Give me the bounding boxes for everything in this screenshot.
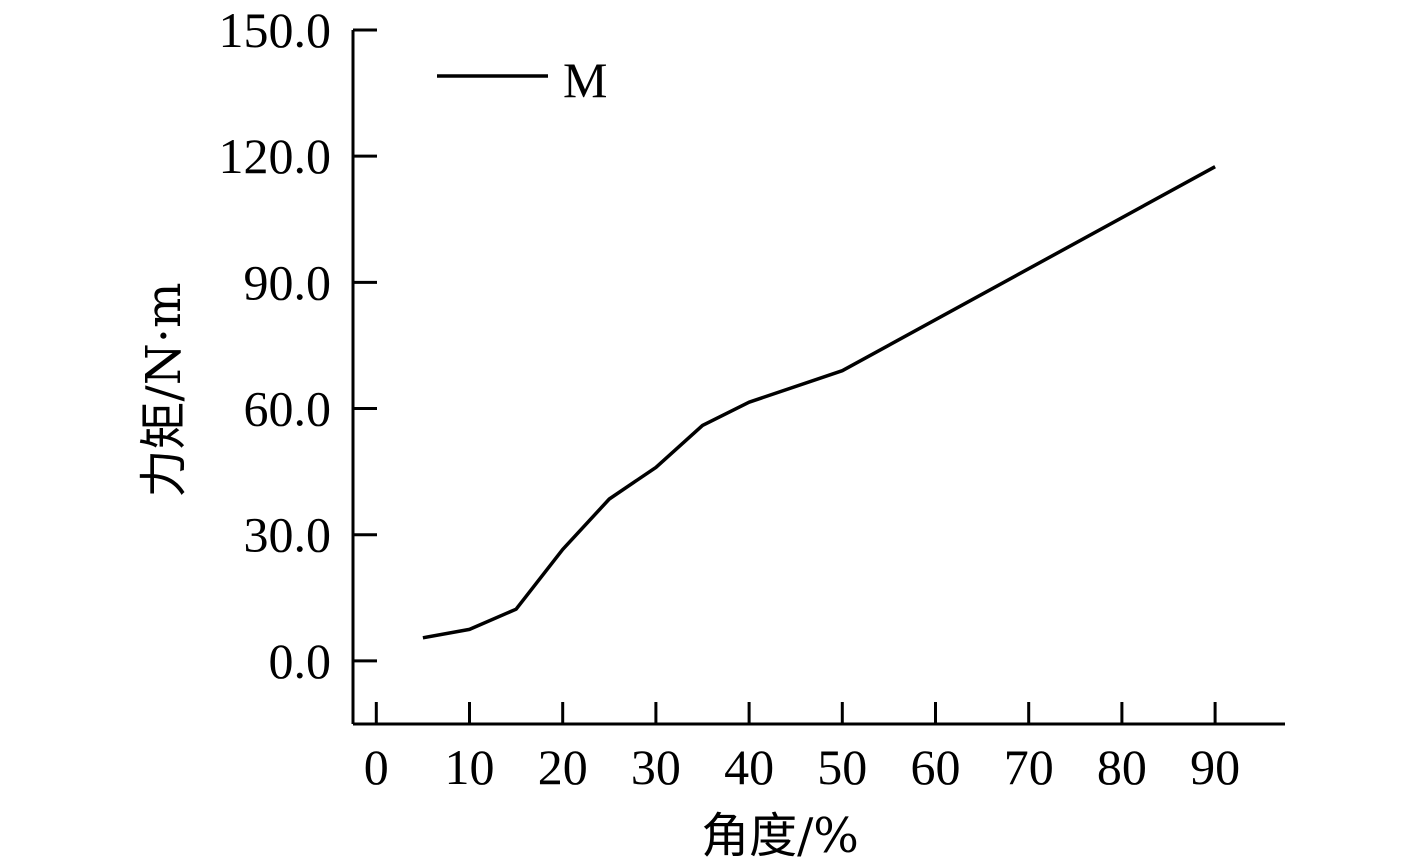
y-axis-title: 力矩/N·m [136, 283, 192, 498]
series-line-M [422, 165, 1216, 640]
y-tick-label: 120.0 [219, 128, 332, 184]
x-tick-label: 70 [1004, 739, 1054, 795]
y-tick-label: 60.0 [244, 381, 332, 437]
y-tick-label: 30.0 [244, 507, 332, 563]
y-tick-label: 0.0 [269, 633, 332, 689]
y-tick-label: 90.0 [244, 254, 332, 310]
series [422, 165, 1216, 640]
x-tick-label: 20 [538, 739, 588, 795]
legend-label: M [563, 52, 607, 108]
x-tick-label: 10 [445, 739, 495, 795]
x-tick-label: 50 [817, 739, 867, 795]
ticks: 0.0 30.0 60.0 90.0 120.0 150.0 0 10 20 30 40 50 60 70… [219, 2, 1241, 795]
legend: M [437, 52, 607, 108]
x-tick-label: 40 [724, 739, 774, 795]
x-axis-title: 角度/% [701, 808, 859, 864]
x-tick-label: 60 [911, 739, 961, 795]
y-tick-label: 150.0 [219, 2, 332, 58]
x-tick-label: 30 [631, 739, 681, 795]
x-tick-label: 0 [364, 739, 389, 795]
x-tick-label: 80 [1097, 739, 1147, 795]
axes [351, 30, 1285, 726]
x-tick-label: 90 [1190, 739, 1240, 795]
